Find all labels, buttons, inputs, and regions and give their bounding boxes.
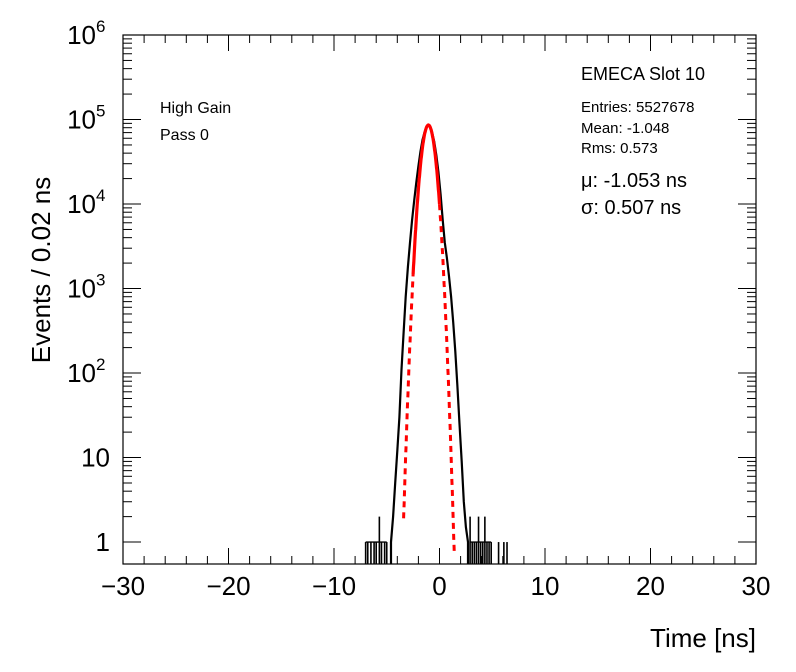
y-tick-mantissa: 10 [67, 189, 96, 219]
y-tick-mantissa: 10 [67, 358, 96, 388]
y-tick-mantissa: 10 [67, 20, 96, 50]
tick-marks [122, 34, 757, 564]
y-tick-exponent: 4 [96, 186, 105, 205]
y-tick-label: 10 [81, 443, 110, 473]
stat-entries: Entries: 5527678 [581, 99, 694, 116]
y-tick-exponent: 6 [96, 17, 105, 36]
x-tick-label: 30 [742, 571, 771, 601]
x-tick-label: −10 [312, 571, 356, 601]
y-tick-label: 10 [67, 358, 96, 388]
fit-mu: μ: -1.053 ns [581, 170, 687, 192]
y-tick-mantissa: 10 [67, 105, 96, 135]
x-tick-label: −30 [101, 571, 145, 601]
y-axis-label: Events / 0.02 ns [26, 177, 56, 363]
stat-rms: Rms: 0.573 [581, 140, 658, 157]
y-tick-label: 10 [67, 105, 96, 135]
fit-curve-solid [411, 123, 442, 275]
stat-mean: Mean: -1.048 [581, 120, 669, 137]
pass-label: Pass 0 [160, 127, 209, 144]
y-tick-label: 10 [67, 189, 96, 219]
x-tick-label: 10 [531, 571, 560, 601]
y-tick-label: 10 [67, 274, 96, 304]
chart-title: EMECA Slot 10 [581, 64, 705, 84]
x-tick-label: 0 [432, 571, 446, 601]
y-tick-label: 10 [67, 20, 96, 50]
y-tick-exponent: 3 [96, 271, 105, 290]
x-tick-label: −20 [206, 571, 250, 601]
y-tick-exponent: 2 [96, 355, 105, 374]
fit-sigma: σ: 0.507 ns [581, 197, 681, 219]
fit-curve-left-dashed [402, 274, 415, 519]
x-axis-label: Time [ns] [650, 623, 756, 653]
gain-label: High Gain [160, 100, 231, 117]
gaussian-fit-series [402, 123, 456, 555]
x-tick-label: 20 [636, 571, 665, 601]
y-tick-label: 1 [96, 527, 110, 557]
histogram-series [364, 123, 508, 564]
y-tick-mantissa: 10 [67, 274, 96, 304]
histogram-line [389, 123, 470, 564]
y-tick-exponent: 5 [96, 102, 105, 121]
